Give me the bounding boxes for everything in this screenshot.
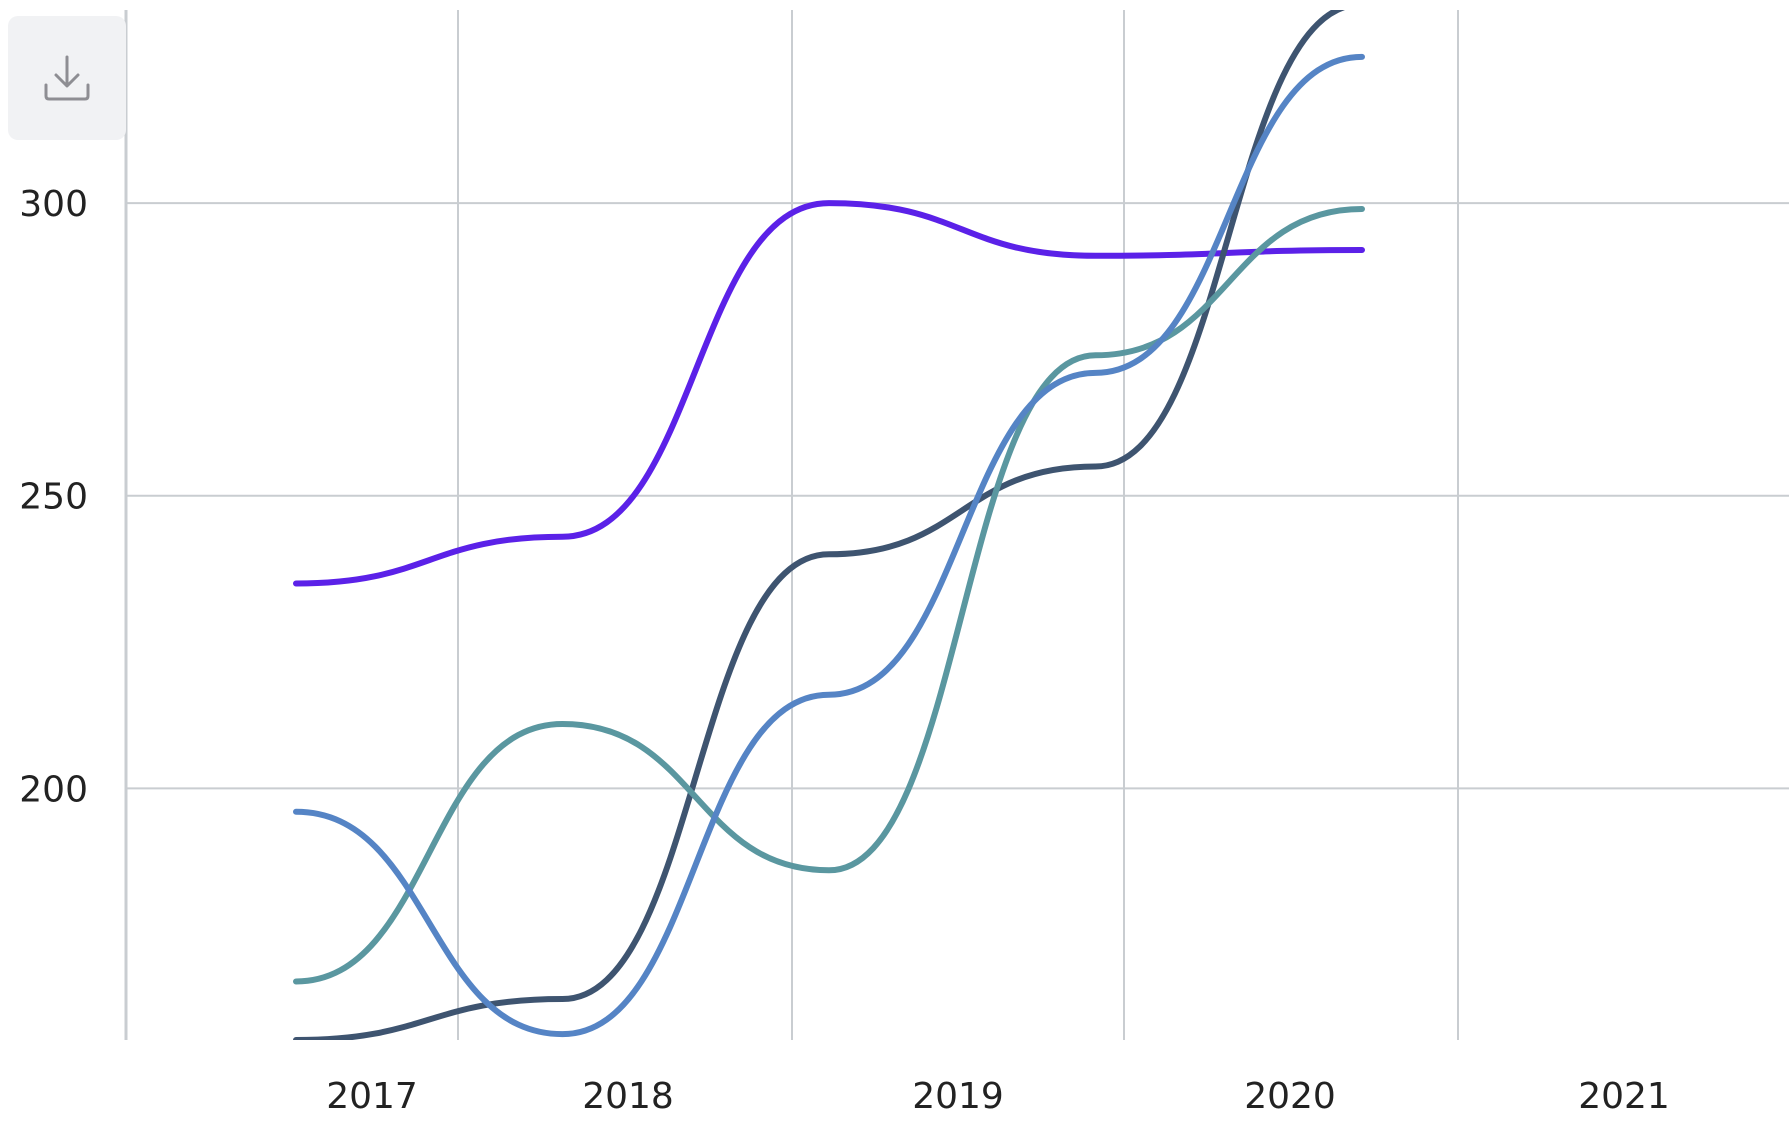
y-tick-label: 300 (19, 184, 88, 225)
x-tick-label: 2019 (912, 1076, 1004, 1117)
x-tick-labels: 2017 2018 2019 2020 2021 (326, 1076, 1670, 1117)
x-tick-label: 2017 (326, 1076, 418, 1117)
x-tick-label: 2021 (1578, 1076, 1670, 1117)
x-tick-label: 2020 (1244, 1076, 1336, 1117)
horizontal-gridlines (126, 202, 1789, 790)
series-line-1[interactable] (293, 200, 1365, 587)
download-icon (44, 55, 90, 101)
x-tick-label: 2018 (582, 1076, 674, 1117)
series-line-2[interactable] (293, 4, 1362, 1040)
series-line-3[interactable] (293, 205, 1365, 985)
download-button[interactable] (8, 16, 126, 140)
y-tick-label: 250 (19, 477, 88, 518)
series-line-4[interactable] (293, 53, 1365, 1038)
vertical-gridlines (457, 10, 1459, 1040)
series-layer (293, 4, 1365, 1040)
y-tick-label: 200 (19, 769, 88, 810)
y-tick-labels: 200 250 300 (19, 184, 88, 810)
